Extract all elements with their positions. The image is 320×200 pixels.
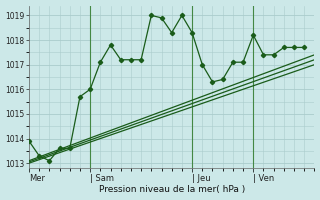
X-axis label: Pression niveau de la mer( hPa ): Pression niveau de la mer( hPa ) [99,185,245,194]
